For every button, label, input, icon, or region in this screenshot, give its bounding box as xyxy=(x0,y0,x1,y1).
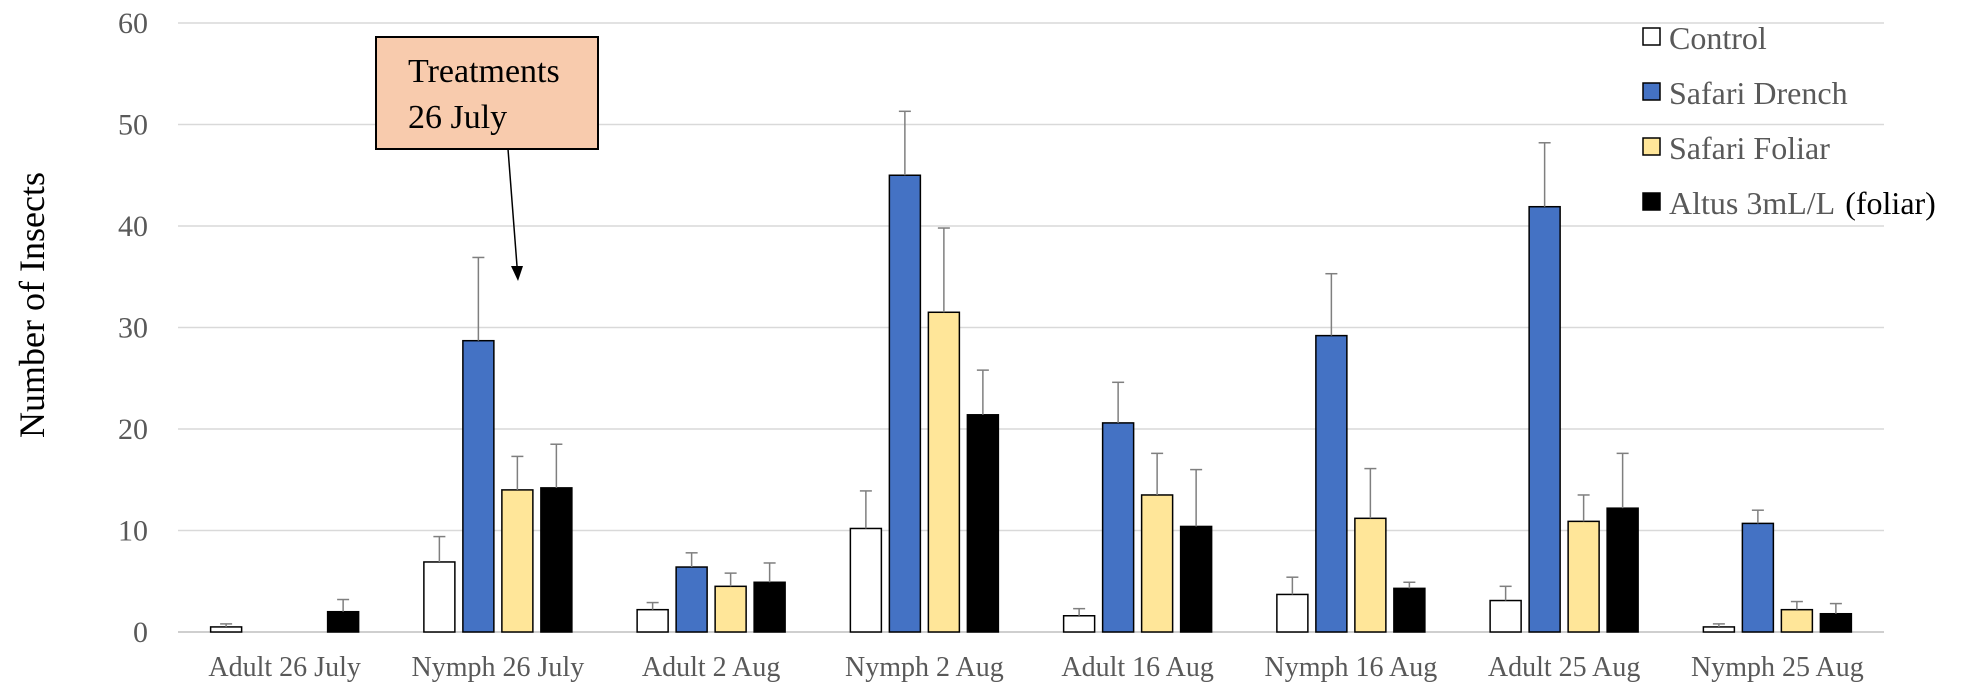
bar xyxy=(209,626,243,633)
bar xyxy=(636,608,669,633)
y-tick-label: 10 xyxy=(118,515,148,548)
bar xyxy=(1567,520,1600,633)
legend: Control Safari Drench Safari Foliar Altus 3… xyxy=(1642,20,1936,221)
callout-box xyxy=(375,36,599,150)
x-tick-label: Adult 26 July xyxy=(208,652,360,683)
bar xyxy=(540,487,573,633)
bar xyxy=(1315,334,1348,633)
x-tick-label: Nymph 2 Aug xyxy=(845,652,1004,683)
x-tick-label: Nymph 25 Aug xyxy=(1691,652,1864,683)
legend-label: Safari Drench xyxy=(1669,75,1848,111)
bar xyxy=(1101,422,1135,633)
y-axis-title: Number of Insects xyxy=(12,172,52,438)
callout-arrow-line xyxy=(507,148,518,267)
bar xyxy=(1741,522,1775,633)
bar xyxy=(927,311,961,633)
bar xyxy=(1702,626,1736,633)
callout-line-2: 26 July xyxy=(408,99,507,136)
legend-label: Altus 3mL/L (foliar) xyxy=(1669,185,1936,221)
legend-swatch xyxy=(1642,192,1661,211)
y-tick-label: 30 xyxy=(118,312,148,345)
legend-series-name: Safari Drench xyxy=(1669,75,1848,111)
bar xyxy=(326,610,360,633)
legend-series-name: Control xyxy=(1669,20,1767,56)
bar xyxy=(1606,507,1639,633)
y-tick-label: 60 xyxy=(118,7,148,40)
y-tick-label: 20 xyxy=(118,413,148,446)
legend-swatch xyxy=(1642,27,1661,46)
treatments-callout: Treatments 26 July xyxy=(375,36,599,281)
legend-series-suffix: (foliar) xyxy=(1845,185,1936,221)
bar xyxy=(1354,517,1387,633)
legend-swatch xyxy=(1642,82,1661,101)
bar xyxy=(1140,494,1174,633)
bar xyxy=(888,174,922,633)
x-tick-label: Nymph 26 July xyxy=(412,652,585,683)
legend-swatch xyxy=(1642,137,1661,156)
bar xyxy=(1489,599,1522,633)
y-tick-label: 50 xyxy=(118,109,148,142)
bar xyxy=(1276,593,1309,633)
bar xyxy=(423,561,456,633)
bar xyxy=(849,527,883,633)
bar xyxy=(1528,205,1561,633)
bar xyxy=(1819,612,1853,633)
callout-line-1: Treatments xyxy=(408,53,560,90)
x-tick-label: Nymph 16 Aug xyxy=(1265,652,1438,683)
bar xyxy=(1062,615,1096,633)
legend-label: Safari Foliar xyxy=(1669,130,1830,166)
y-tick-labels: 0 10 20 30 40 50 60 xyxy=(118,7,148,649)
callout-arrowhead xyxy=(511,266,523,281)
bar xyxy=(501,489,534,633)
bar xyxy=(1179,525,1213,633)
bar xyxy=(675,566,708,633)
bar xyxy=(753,581,786,633)
error-bars xyxy=(220,110,1842,627)
y-tick-label: 40 xyxy=(118,210,148,243)
x-tick-label: Adult 16 Aug xyxy=(1061,652,1213,683)
x-tick-label: Adult 25 Aug xyxy=(1488,652,1640,683)
bar xyxy=(1780,608,1814,633)
legend-label: Control xyxy=(1669,20,1767,56)
bar xyxy=(714,585,747,633)
bar xyxy=(966,414,1000,633)
x-tick-labels: Adult 26 July Nymph 26 July Adult 2 Aug Nym… xyxy=(208,652,1863,683)
x-tick-label: Adult 2 Aug xyxy=(642,652,780,683)
y-tick-label: 0 xyxy=(133,616,148,649)
bars xyxy=(209,174,1853,633)
bar xyxy=(1393,587,1426,633)
legend-series-name: Safari Foliar xyxy=(1669,130,1830,166)
legend-series-name: Altus 3mL/L xyxy=(1669,185,1835,221)
bar xyxy=(462,339,495,633)
